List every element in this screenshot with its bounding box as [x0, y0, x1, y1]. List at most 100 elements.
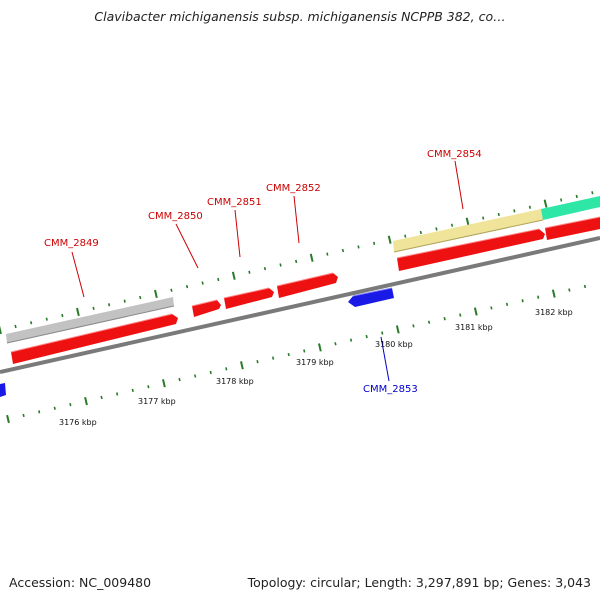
inner-tick-mark — [568, 288, 571, 292]
inner-tick-mark — [583, 284, 587, 289]
inner-tick-mark — [334, 342, 337, 346]
inner-tick-mark — [395, 325, 400, 334]
gene-CMM_2850-arrow[interactable] — [191, 299, 221, 317]
gene-label-CMM_2849[interactable]: CMM_2849 — [44, 238, 99, 249]
outer-tick-mark — [341, 248, 345, 253]
outer-tick-mark — [575, 194, 578, 199]
inner-tick-track — [6, 284, 587, 424]
inner-tick-mark — [100, 395, 103, 400]
feature-band-teal[interactable] — [541, 196, 600, 220]
outer-tick-mark — [591, 191, 594, 195]
inner-tick-mark — [443, 317, 446, 321]
outer-tick-mark — [263, 267, 267, 271]
inner-tick-mark — [272, 356, 275, 360]
feature-band-gray-edge — [6, 305, 175, 344]
outer-tick-mark — [465, 217, 470, 226]
gene-CMM_2849-arrow[interactable] — [10, 313, 178, 364]
inner-tick-mark — [303, 349, 306, 353]
label-line-CMM_2854 — [454, 160, 464, 210]
inner-tick-mark — [505, 302, 509, 306]
tick-label-3182: 3182 kbp — [535, 308, 573, 317]
gene-label-CMM_2851[interactable]: CMM_2851 — [207, 197, 262, 208]
label-line-CMM_2849 — [71, 251, 85, 298]
gene-label-CMM_2854[interactable]: CMM_2854 — [427, 149, 482, 160]
inner-tick-mark — [225, 367, 228, 371]
feature-band-gray[interactable] — [6, 297, 174, 343]
inner-tick-mark — [521, 299, 524, 303]
outer-tick-mark — [295, 259, 298, 264]
outer-tick-mark — [30, 321, 33, 325]
outer-tick-mark — [185, 285, 189, 289]
outer-tick-mark — [387, 235, 392, 244]
gene-prev-reverse-arrow[interactable] — [0, 383, 6, 397]
gene-label-CMM_2853[interactable]: CMM_2853 — [363, 384, 418, 395]
outer-tick-mark — [326, 252, 329, 256]
inner-tick-mark — [116, 392, 119, 396]
outer-tick-mark — [45, 317, 48, 321]
gene-CMM_2853-arrow[interactable] — [348, 287, 394, 307]
inner-tick-mark — [537, 295, 540, 299]
outer-tick-mark — [497, 212, 500, 217]
outer-tick-mark — [357, 245, 360, 249]
gene-label-CMM_2850[interactable]: CMM_2850 — [148, 211, 203, 222]
outer-tick-mark — [450, 223, 454, 227]
topology-summary: Topology: circular; Length: 3,297,891 bp… — [247, 575, 591, 590]
inner-tick-mark — [551, 289, 556, 298]
outer-tick-mark — [513, 209, 516, 213]
outer-tick-mark — [61, 313, 64, 318]
outer-tick-mark — [482, 216, 485, 220]
label-line-CMM_2853 — [380, 336, 390, 382]
inner-tick-mark — [490, 306, 493, 310]
genome-backbone — [0, 236, 600, 374]
inner-tick-mark — [38, 410, 41, 414]
outer-tick-track — [0, 191, 594, 335]
outer-tick-mark — [170, 288, 173, 292]
inner-tick-mark — [69, 403, 72, 407]
inner-tick-mark — [412, 324, 415, 328]
outer-tick-mark — [373, 241, 376, 245]
tick-label-3177: 3177 kbp — [138, 397, 176, 406]
inner-tick-mark — [131, 388, 134, 392]
gene-label-CMM_2852[interactable]: CMM_2852 — [266, 183, 321, 194]
gene-CMM_2854-arrow[interactable] — [396, 228, 545, 271]
outer-tick-mark — [543, 199, 548, 208]
inner-tick-mark — [318, 343, 322, 352]
label-line-CMM_2850 — [175, 223, 199, 269]
outer-tick-mark — [76, 307, 80, 317]
gene-CMM_2852-arrow[interactable] — [276, 272, 338, 298]
outer-tick-mark — [217, 277, 220, 282]
feature-band-yellow-edge — [393, 219, 544, 253]
tick-label-3178: 3178 kbp — [216, 377, 254, 386]
feature-band-yellow[interactable] — [393, 209, 543, 252]
inner-tick-mark — [53, 406, 56, 410]
gene-next-forward-arrow[interactable] — [544, 216, 600, 240]
outer-tick-mark — [248, 270, 251, 274]
outer-tick-mark — [419, 230, 422, 235]
outer-tick-mark — [92, 306, 95, 310]
inner-tick-mark — [84, 396, 88, 406]
outer-tick-mark — [528, 205, 532, 209]
outer-tick-mark — [14, 324, 17, 329]
inner-tick-mark — [22, 413, 25, 418]
inner-tick-mark — [459, 313, 462, 317]
inner-tick-mark — [147, 385, 150, 389]
inner-tick-mark — [287, 352, 290, 357]
accession-text: Accession: NC_009480 — [9, 575, 152, 590]
outer-tick-mark — [108, 303, 111, 307]
tick-label-3181: 3181 kbp — [455, 323, 493, 332]
inner-tick-mark — [381, 331, 384, 335]
outer-tick-mark — [139, 295, 142, 300]
outer-tick-mark — [404, 234, 407, 238]
inner-tick-mark — [365, 334, 368, 339]
inner-tick-mark — [349, 338, 353, 342]
outer-tick-mark — [231, 271, 236, 280]
inner-tick-mark — [427, 320, 431, 324]
inner-tick-mark — [240, 361, 244, 370]
label-line-CMM_2852 — [293, 195, 300, 244]
tick-label-3179: 3179 kbp — [296, 358, 334, 367]
gene-CMM_2851-arrow[interactable] — [223, 287, 274, 309]
inner-tick-mark — [178, 377, 181, 382]
inner-tick-mark — [256, 360, 259, 364]
inner-tick-mark — [473, 307, 478, 316]
